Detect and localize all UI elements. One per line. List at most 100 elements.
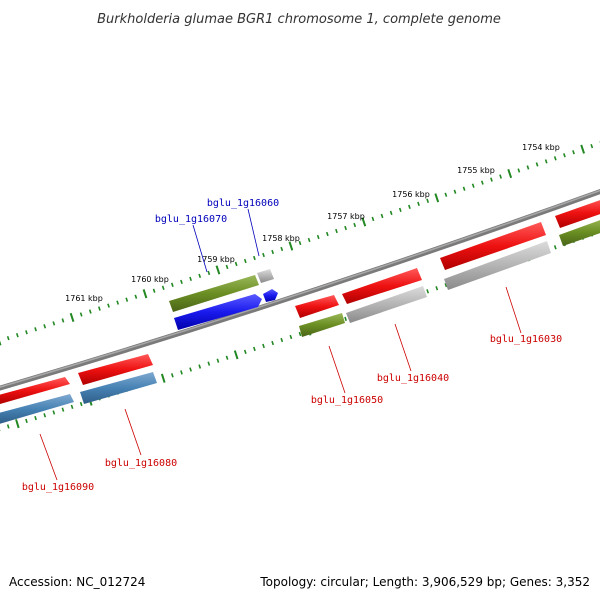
ruler-minor-tick	[444, 282, 448, 288]
ruler-minor-tick	[280, 246, 284, 252]
ruler-major-tick	[507, 168, 513, 179]
ruler-ticks-upper	[0, 141, 600, 346]
ruler-minor-tick	[408, 204, 411, 210]
callout-line-bglu_1g16040	[394, 323, 412, 372]
ruler-minor-tick	[152, 288, 156, 293]
gene-label-bglu_1g16030[interactable]: bglu_1g16030	[490, 334, 562, 345]
ruler-minor-tick	[499, 174, 502, 179]
ruler-minor-tick	[280, 337, 284, 343]
ruler-minor-tick	[79, 401, 83, 407]
ruler-minor-tick	[34, 415, 37, 421]
ruler-minor-tick	[535, 162, 539, 167]
ruler-minor-tick	[444, 192, 448, 197]
ruler-minor-tick	[380, 213, 384, 219]
ruler-minor-tick	[490, 177, 493, 182]
chromosome-backbone-highlight	[0, 189, 600, 388]
ruler-minor-tick	[79, 312, 83, 317]
ruler-minor-tick	[344, 225, 347, 231]
ruler-label-1758: 1758 kbp	[262, 234, 300, 243]
genome-summary-text: Topology: circular; Length: 3,906,529 bp…	[259, 575, 590, 589]
gene-bar-red[interactable]	[78, 354, 153, 385]
ruler-minor-tick	[61, 407, 65, 412]
ruler-minor-tick	[15, 333, 19, 338]
ruler-minor-tick	[189, 276, 192, 282]
gene-label-bglu_1g16080[interactable]: bglu_1g16080	[105, 458, 177, 469]
ruler-minor-tick	[225, 355, 229, 360]
gene-label-bglu_1g16050[interactable]: bglu_1g16050	[311, 395, 383, 406]
gene-bar-gray[interactable]	[257, 269, 274, 283]
ruler-minor-tick	[52, 321, 56, 326]
ruler-minor-tick	[98, 306, 101, 311]
gene-bar-blue[interactable]	[263, 289, 278, 302]
ruler-minor-tick	[225, 264, 229, 270]
ruler-major-tick	[142, 289, 148, 299]
ruler-major-tick	[233, 350, 239, 360]
gene-label-bglu_1g16040[interactable]: bglu_1g16040	[377, 373, 449, 384]
gene-label-bglu_1g16090[interactable]: bglu_1g16090	[22, 482, 94, 493]
ruler-minor-tick	[52, 410, 56, 415]
ruler-minor-tick	[207, 361, 211, 366]
ruler-minor-tick	[462, 186, 466, 191]
ruler-minor-tick	[335, 228, 338, 234]
ruler-label-1760: 1760 kbp	[131, 275, 169, 284]
gene-bar-steel[interactable]	[0, 394, 74, 424]
ruler-minor-tick	[563, 153, 566, 158]
gene-bar-red[interactable]	[440, 222, 546, 270]
ruler-major-tick	[434, 193, 440, 203]
ruler-minor-tick	[253, 346, 256, 352]
ruler-major-tick	[361, 217, 367, 227]
ruler-minor-tick	[271, 249, 275, 255]
callout-line-bglu_1g16080	[124, 408, 142, 456]
gene-bar-red[interactable]	[555, 198, 600, 228]
ruler-minor-tick	[289, 334, 293, 340]
ruler-label-1755: 1755 kbp	[457, 166, 495, 175]
ruler-minor-tick	[107, 303, 110, 308]
ruler-minor-tick	[198, 273, 202, 279]
ruler-minor-tick	[344, 316, 347, 322]
ruler-minor-tick	[216, 358, 220, 363]
ruler-major-tick	[160, 373, 166, 383]
ruler-major-tick	[69, 312, 75, 323]
ruler-minor-tick	[553, 245, 557, 250]
gene-bar-gray[interactable]	[346, 286, 427, 323]
gene-label-bglu_1g16060[interactable]: bglu_1g16060	[207, 198, 279, 209]
ruler-minor-tick	[43, 413, 47, 418]
callout-line-bglu_1g16060	[247, 208, 260, 257]
ruler-minor-tick	[88, 309, 92, 314]
gene-bar-blue[interactable]	[174, 294, 262, 330]
ruler-minor-tick	[426, 198, 430, 203]
ruler-minor-tick	[243, 258, 247, 264]
ruler-minor-tick	[61, 318, 65, 323]
ruler-label-1759: 1759 kbp	[197, 255, 235, 264]
gene-bar-green[interactable]	[559, 218, 600, 246]
gene-label-bglu_1g16070[interactable]: bglu_1g16070	[155, 214, 227, 225]
ruler-minor-tick	[234, 261, 238, 267]
gene-bar-green[interactable]	[299, 313, 345, 337]
callout-line-bglu_1g16070	[192, 224, 208, 273]
ruler-minor-tick	[180, 279, 183, 285]
gene-bar-steel[interactable]	[80, 372, 157, 404]
ruler-minor-tick	[25, 418, 28, 424]
ruler-minor-tick	[471, 183, 475, 188]
ruler-label-1761: 1761 kbp	[65, 294, 103, 303]
ruler-minor-tick	[170, 282, 174, 287]
ruler-minor-tick	[25, 330, 28, 335]
ruler-minor-tick	[180, 370, 183, 375]
gene-bar-red[interactable]	[295, 295, 339, 318]
gene-bar-green[interactable]	[169, 275, 259, 312]
ruler-minor-tick	[6, 424, 10, 429]
gene-bar-red[interactable]	[342, 268, 422, 304]
ruler-minor-tick	[307, 237, 311, 243]
ruler-minor-tick	[116, 300, 120, 305]
gene-bar-red[interactable]	[0, 377, 70, 404]
ruler-minor-tick	[325, 231, 329, 237]
ruler-minor-tick	[43, 324, 47, 329]
callout-line-bglu_1g16030	[505, 286, 522, 334]
ruler-minor-tick	[134, 294, 138, 299]
ruler-minor-tick	[298, 240, 302, 246]
ruler-label-1754: 1754 kbp	[522, 143, 560, 152]
ruler-minor-tick	[34, 327, 37, 332]
callout-line-bglu_1g16050	[328, 345, 346, 394]
gene-bar-gray[interactable]	[444, 241, 551, 290]
